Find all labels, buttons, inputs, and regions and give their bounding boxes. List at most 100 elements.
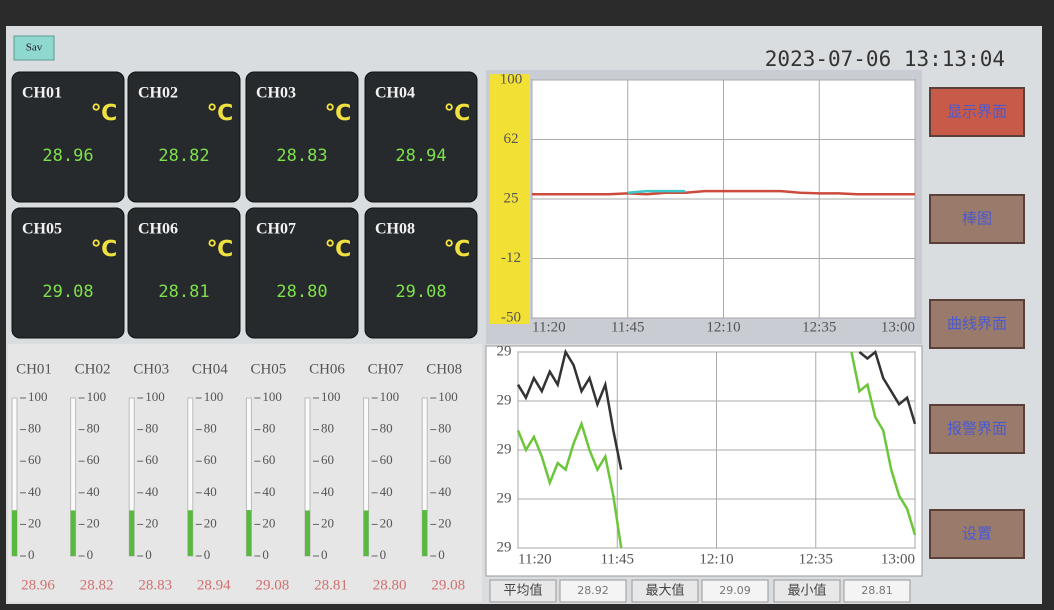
gauge-tick-label: 40 [87,484,100,499]
gauge-tick-label: 100 [321,389,341,404]
badge-text: Sav [26,42,43,54]
gauge-bar [188,510,193,556]
channel-value: 29.08 [42,282,93,302]
channel-unit: ℃ [91,237,118,262]
channel-name: CH03 [256,85,296,102]
stat-value: 28.92 [577,584,609,597]
channel-unit: ℃ [325,101,352,126]
gauge-tick-label: 40 [145,484,158,499]
gauge-value: 28.96 [21,577,55,593]
gauge-tick-label: 100 [438,389,458,404]
gauge-name: CH01 [16,361,52,377]
gauge-tick-label: 40 [204,484,217,499]
gauge-bar [12,510,17,556]
gauge-tick-label: 20 [321,515,334,530]
nav-button-label[interactable]: 设置 [962,525,992,543]
channel-name: CH01 [22,85,62,102]
nav-button-label[interactable]: 曲线界面 [947,315,1007,333]
channel-value: 28.94 [395,146,446,166]
y-tick-label: -12 [501,250,521,266]
gauge-tick-label: 0 [204,547,211,562]
nav-button-label[interactable]: 显示界面 [947,103,1007,121]
gauge-tick-label: 20 [262,515,275,530]
channel-name: CH07 [256,221,296,238]
gauge-bar [305,510,310,556]
x-tick-label: 13:00 [881,551,915,567]
x-tick-label: 12:10 [699,551,733,567]
gauge-tick-label: 60 [380,452,393,467]
gauge-tick-label: 80 [28,421,41,436]
stat-label: 最大值 [645,583,684,599]
gauge-tick-label: 80 [438,421,451,436]
gauge-value: 28.94 [197,577,231,593]
channel-value: 29.08 [395,282,446,302]
channel-unit: ℃ [444,237,471,262]
channel-name: CH04 [375,85,415,102]
gauge-tick-label: 40 [438,484,451,499]
y-tick-label: 29 [497,343,512,359]
gauge-tick-label: 20 [28,515,41,530]
channel-value: 28.81 [158,282,209,302]
x-tick-label: 11:45 [611,319,645,335]
channel-unit: ℃ [91,101,118,126]
nav-button-label[interactable]: 报警界面 [947,420,1007,438]
gauge-name: CH05 [250,361,286,377]
y-tick-label: 29 [497,441,512,457]
gauge-tick-label: 20 [145,515,158,530]
gauge-tick-label: 0 [321,547,328,562]
gauge-tick-label: 60 [87,452,100,467]
gauge-tick-label: 80 [321,421,334,436]
channel-name: CH05 [22,221,62,238]
gauge-tick-label: 20 [380,515,393,530]
gauge-tick-label: 80 [145,421,158,436]
gauge-tick-label: 100 [87,389,107,404]
gauge-bar [246,510,251,556]
gauge-value: 29.08 [431,577,465,593]
channel-name: CH02 [138,85,178,102]
channel-value: 28.82 [158,146,209,166]
gauge-tick-label: 20 [87,515,100,530]
x-tick-label: 11:20 [532,319,566,335]
y-tick-label: 62 [504,131,519,147]
gauge-tick-label: 40 [28,484,41,499]
gauge-tick-label: 80 [262,421,275,436]
gauge-tick-label: 100 [145,389,165,404]
channel-unit: ℃ [207,237,234,262]
gauge-tick-label: 0 [87,547,94,562]
gauge-tick-label: 40 [262,484,275,499]
stat-label: 平均值 [503,583,542,599]
y-tick-label: 29 [497,539,512,555]
gauge-bar [129,510,134,556]
gauge-value: 28.81 [314,577,348,593]
gauge-name: CH08 [426,361,462,377]
x-tick-label: 11:20 [518,551,552,567]
nav-button-label[interactable]: 棒图 [962,210,992,228]
x-tick-label: 13:00 [881,319,915,335]
gauge-name: CH02 [75,361,111,377]
gauge-bar [71,510,76,556]
gauge-tick-label: 80 [380,421,393,436]
gauge-name: CH04 [192,361,228,377]
y-tick-label: -50 [501,309,521,325]
y-tick-label: 25 [504,190,519,206]
channel-unit: ℃ [207,101,234,126]
x-tick-label: 12:10 [706,319,740,335]
y-tick-label: 29 [497,490,512,506]
y-tick-label: 29 [497,392,512,408]
gauge-tick-label: 100 [204,389,224,404]
gauge-tick-label: 60 [321,452,334,467]
x-tick-label: 12:35 [799,551,833,567]
x-tick-label: 11:45 [600,551,634,567]
gauge-tick-label: 0 [262,547,269,562]
hmi-screen: Sav 2023-07-06 13:13:04 CH01℃28.96CH02℃2… [0,0,1054,610]
gauge-tick-label: 40 [321,484,334,499]
channel-value: 28.96 [42,146,93,166]
gauge-panel [8,344,482,602]
page: { "header": {"badge": "Sav", "datetime":… [0,0,1054,610]
gauge-name: CH03 [133,361,169,377]
gauge-tick-label: 100 [28,389,48,404]
gauge-tick-label: 60 [28,452,41,467]
gauge-tick-label: 0 [438,547,445,562]
gauge-value: 28.80 [373,577,407,593]
gauge-name: CH07 [368,361,404,377]
